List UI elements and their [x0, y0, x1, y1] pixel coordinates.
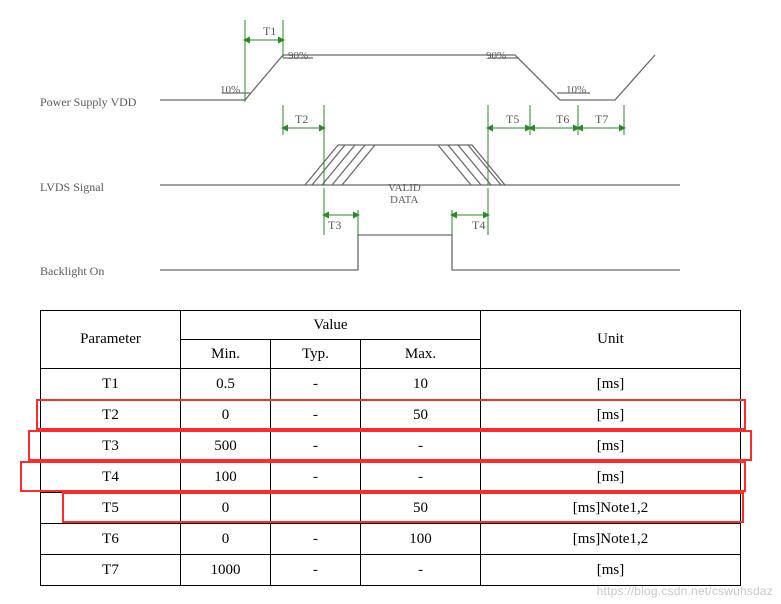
timing-table-wrap: Parameter Value Unit Min. Typ. Max. T10.… — [40, 310, 740, 586]
table-row: T50 50[ms]Note1,2 — [41, 493, 741, 524]
cell-unit: [ms] — [481, 431, 741, 462]
cell-max: - — [361, 462, 481, 493]
cell-min: 1000 — [181, 555, 271, 586]
th-max: Max. — [361, 340, 481, 369]
cell-max: 100 — [361, 524, 481, 555]
cell-unit: [ms] — [481, 369, 741, 400]
cell-p: T1 — [41, 369, 181, 400]
cell-typ: - — [271, 400, 361, 431]
watermark: https://blog.csdn.net/cswuhsdaz — [597, 584, 773, 598]
cell-unit: [ms]Note1,2 — [481, 524, 741, 555]
cell-typ: - — [271, 555, 361, 586]
cell-p: T2 — [41, 400, 181, 431]
table-row: T20-50[ms] — [41, 400, 741, 431]
timing-svg — [40, 10, 740, 300]
th-unit: Unit — [481, 311, 741, 369]
cell-p: T3 — [41, 431, 181, 462]
cell-p: T7 — [41, 555, 181, 586]
th-parameter: Parameter — [41, 311, 181, 369]
cell-max: 50 — [361, 493, 481, 524]
cell-typ: - — [271, 369, 361, 400]
cell-typ: - — [271, 462, 361, 493]
cell-p: T5 — [41, 493, 181, 524]
cell-min: 0.5 — [181, 369, 271, 400]
cell-max: 50 — [361, 400, 481, 431]
th-value: Value — [181, 311, 481, 340]
cell-min: 0 — [181, 524, 271, 555]
timing-diagram: Power Supply VDD LVDS Signal Backlight O… — [40, 10, 740, 300]
table-row: T60-100[ms]Note1,2 — [41, 524, 741, 555]
cell-typ — [271, 493, 361, 524]
cell-max: - — [361, 555, 481, 586]
cell-max: - — [361, 431, 481, 462]
table-row: T3500--[ms] — [41, 431, 741, 462]
cell-typ: - — [271, 431, 361, 462]
cell-unit: [ms] — [481, 555, 741, 586]
cell-unit: [ms] — [481, 400, 741, 431]
cell-unit: [ms] — [481, 462, 741, 493]
timing-table: Parameter Value Unit Min. Typ. Max. T10.… — [40, 310, 741, 586]
cell-p: T6 — [41, 524, 181, 555]
table-row: T4100--[ms] — [41, 462, 741, 493]
th-typ: Typ. — [271, 340, 361, 369]
cell-min: 0 — [181, 493, 271, 524]
cell-unit: [ms]Note1,2 — [481, 493, 741, 524]
table-header-row: Parameter Value Unit — [41, 311, 741, 340]
cell-min: 100 — [181, 462, 271, 493]
cell-max: 10 — [361, 369, 481, 400]
cell-min: 0 — [181, 400, 271, 431]
cell-p: T4 — [41, 462, 181, 493]
th-min: Min. — [181, 340, 271, 369]
cell-min: 500 — [181, 431, 271, 462]
cell-typ: - — [271, 524, 361, 555]
table-row: T10.5-10[ms] — [41, 369, 741, 400]
table-row: T71000--[ms] — [41, 555, 741, 586]
